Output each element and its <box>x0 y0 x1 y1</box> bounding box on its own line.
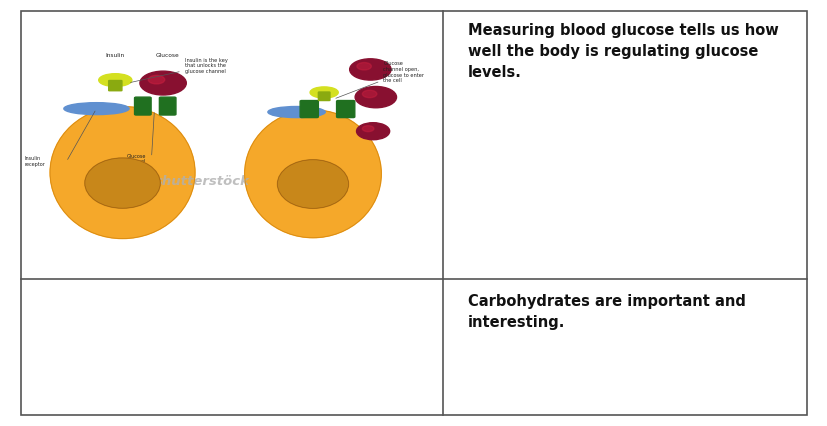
Ellipse shape <box>85 158 160 208</box>
FancyBboxPatch shape <box>134 97 151 115</box>
Ellipse shape <box>98 74 131 86</box>
Circle shape <box>362 126 374 132</box>
Circle shape <box>356 63 371 70</box>
Text: Insulin: Insulin <box>106 52 125 58</box>
Ellipse shape <box>268 106 325 118</box>
FancyBboxPatch shape <box>159 97 175 115</box>
Text: Measuring blood glucose tells us how
well the body is regulating glucose
levels.: Measuring blood glucose tells us how wel… <box>467 23 777 81</box>
Text: Carbohydrates are important and
interesting.: Carbohydrates are important and interest… <box>467 294 745 330</box>
Text: Glucose
channel
closed: Glucose channel closed <box>127 154 146 170</box>
Text: Glucose
channel open,
glucose to enter
the cell: Glucose channel open, glucose to enter t… <box>336 61 424 98</box>
Ellipse shape <box>309 87 338 98</box>
Circle shape <box>355 86 396 108</box>
Text: shutterstöck: shutterstöck <box>155 175 250 187</box>
Circle shape <box>148 75 165 84</box>
Circle shape <box>349 59 390 80</box>
Circle shape <box>362 90 376 98</box>
Ellipse shape <box>277 160 348 208</box>
FancyBboxPatch shape <box>300 101 318 118</box>
Circle shape <box>356 123 390 140</box>
Circle shape <box>140 71 186 95</box>
FancyBboxPatch shape <box>108 81 122 91</box>
Text: Insulin
receptor: Insulin receptor <box>25 156 45 167</box>
Ellipse shape <box>245 110 380 238</box>
FancyBboxPatch shape <box>318 92 329 101</box>
FancyBboxPatch shape <box>336 101 355 118</box>
Ellipse shape <box>50 106 195 239</box>
Text: Glucose: Glucose <box>155 52 179 58</box>
Text: Insulin is the key
that unlocks the
glucose channel: Insulin is the key that unlocks the gluc… <box>131 58 227 83</box>
Ellipse shape <box>64 103 129 115</box>
